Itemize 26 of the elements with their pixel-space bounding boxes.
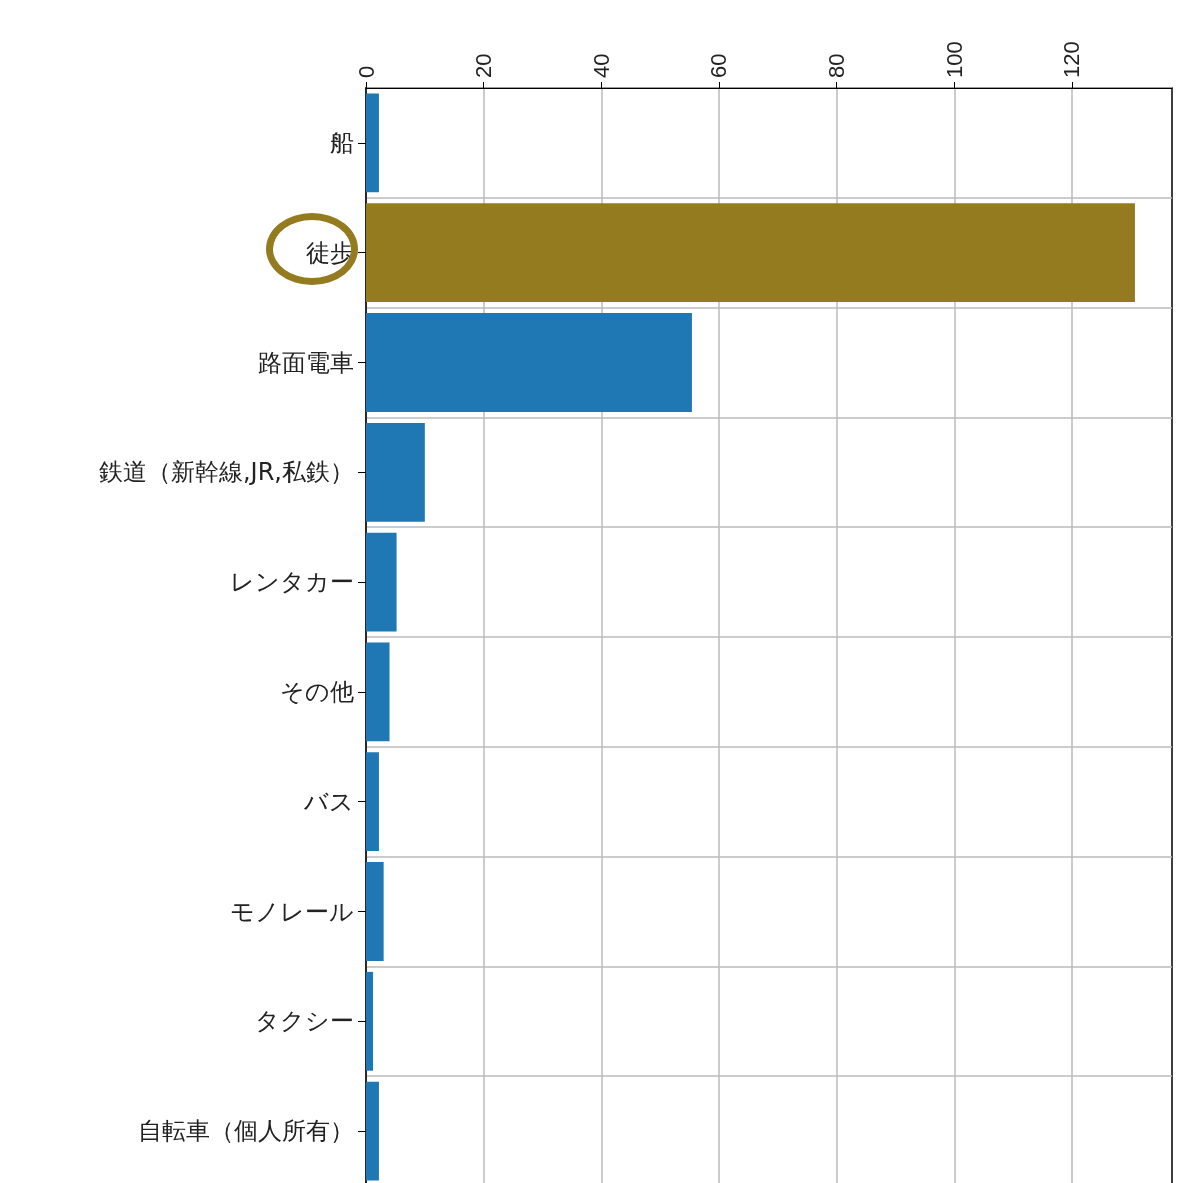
y-tick-label: その他 [280, 677, 354, 706]
bar [366, 1081, 379, 1181]
x-tick-label: 20 [471, 53, 497, 78]
y-tick-label: レンタカー [230, 568, 354, 597]
bar [366, 93, 379, 193]
bar [366, 203, 1135, 303]
x-tick-label: 80 [824, 53, 850, 78]
bar [366, 752, 379, 852]
y-tick-label: 自転車（個人所有） [138, 1117, 354, 1146]
x-tick-label: 60 [706, 53, 732, 78]
bar [366, 642, 390, 742]
x-tick-label: 120 [1059, 41, 1085, 78]
y-tick-label: モノレール [230, 897, 354, 926]
bar [366, 313, 692, 412]
bar [366, 532, 397, 632]
bar [366, 422, 425, 522]
bar [366, 971, 374, 1071]
x-tick-label: 40 [588, 53, 614, 78]
x-tick-label: 100 [941, 41, 967, 78]
y-tick-label: 路面電車 [258, 348, 354, 377]
bar [366, 862, 384, 961]
y-tick-label: 鉄道（新幹線,JR,私鉄） [98, 458, 354, 487]
y-tick-label: タクシー [255, 1007, 354, 1036]
y-tick-label: バス [303, 787, 354, 816]
x-tick-label: 0 [353, 65, 379, 78]
y-tick-label: 船 [330, 128, 354, 157]
